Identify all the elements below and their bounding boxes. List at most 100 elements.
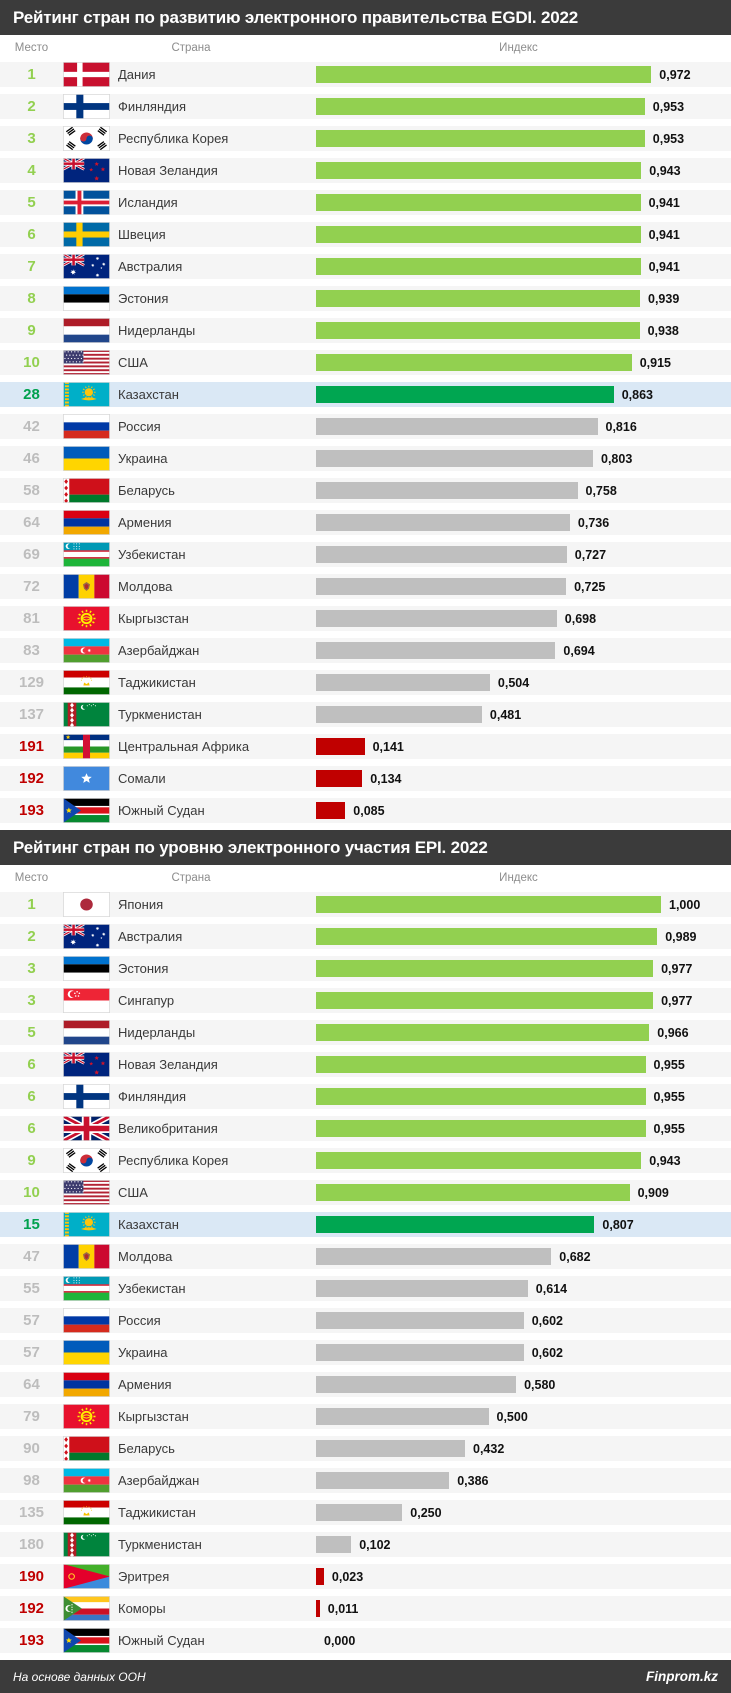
ranking-row: 193 Южный Судан 0,000 <box>0 1628 731 1653</box>
ranking-row: 42 Россия 0,816 <box>0 414 731 439</box>
index-bar <box>316 1248 552 1265</box>
bar-track: 0,602 <box>316 1308 731 1333</box>
bar-track: 0,953 <box>316 94 731 119</box>
tajikistan-flag-icon <box>63 1500 110 1525</box>
ranking-row: 10 США 0,909 <box>0 1180 731 1205</box>
index-value: 0,023 <box>331 1569 364 1584</box>
bar-track: 0,758 <box>316 478 731 503</box>
bar-track: 0,085 <box>316 798 731 823</box>
index-value: 0,941 <box>648 259 680 274</box>
australia-flag-icon <box>63 924 110 949</box>
bar-track: 0,915 <box>316 350 731 375</box>
index-bar <box>316 66 652 83</box>
somalia-flag-icon <box>63 766 110 791</box>
rank-number: 193 <box>18 802 45 819</box>
ranking-row: 2 Австралия 0,989 <box>0 924 731 949</box>
index-bar <box>316 1568 324 1585</box>
index-value: 0,602 <box>531 1313 563 1328</box>
bar-track: 0,614 <box>316 1276 731 1301</box>
country-name: Великобритания <box>118 1121 218 1136</box>
ranking-row: 193 Южный Судан 0,085 <box>0 798 731 823</box>
ranking-row: 3 Сингапур 0,977 <box>0 988 731 1013</box>
rank-number: 79 <box>23 1408 40 1425</box>
index-bar <box>316 960 654 977</box>
country-name: Туркменистан <box>118 707 202 722</box>
country-name: Дания <box>118 67 156 82</box>
bar-track: 0,941 <box>316 190 731 215</box>
bar-track: 0,863 <box>316 382 731 407</box>
rank-number: 58 <box>23 482 40 499</box>
bar-track: 0,972 <box>316 62 731 87</box>
egdi-rows: 1 Дания 0,972 2 Финляндия 0,953 3 Республика Ко… <box>0 62 731 823</box>
country-name: Таджикистан <box>118 675 196 690</box>
armenia-flag-icon <box>63 1372 110 1397</box>
index-bar <box>316 896 661 913</box>
ranking-row: 72 Молдова 0,725 <box>0 574 731 599</box>
index-value: 0,386 <box>457 1473 489 1488</box>
bar-track: 0,955 <box>316 1084 731 1109</box>
rank-number: 191 <box>18 738 45 755</box>
russia-flag-icon <box>63 414 110 439</box>
rank-number: 72 <box>23 578 40 595</box>
index-value: 0,432 <box>473 1441 505 1456</box>
index-bar <box>316 1472 450 1489</box>
ranking-row: 47 Молдова 0,682 <box>0 1244 731 1269</box>
ranking-row: 137 Туркменистан 0,481 <box>0 702 731 727</box>
country-name: Исландия <box>118 195 178 210</box>
bar-track: 0,000 <box>316 1628 731 1653</box>
rank-number: 2 <box>27 98 36 115</box>
rank-number: 1 <box>27 66 36 83</box>
source-note: На основе данных ООН <box>13 1669 146 1684</box>
index-bar <box>316 1120 646 1137</box>
rank-number: 6 <box>27 1056 36 1073</box>
index-bar <box>316 1536 352 1553</box>
rank-number: 64 <box>23 514 40 531</box>
rank-number: 129 <box>18 674 45 691</box>
rank-number: 6 <box>27 1120 36 1137</box>
country-name: США <box>118 355 148 370</box>
bar-track: 0,736 <box>316 510 731 535</box>
rank-number: 2 <box>27 928 36 945</box>
index-bar <box>316 802 346 819</box>
index-value: 0,863 <box>621 387 653 402</box>
bar-track: 0,134 <box>316 766 731 791</box>
epi-ranking-section: Рейтинг стран по уровню электронного уча… <box>0 830 731 1653</box>
country-name: Узбекистан <box>118 547 186 562</box>
bar-track: 0,386 <box>316 1468 731 1493</box>
ranking-row: 5 Исландия 0,941 <box>0 190 731 215</box>
index-bar <box>316 610 557 627</box>
bar-track: 0,580 <box>316 1372 731 1397</box>
bar-track: 0,955 <box>316 1116 731 1141</box>
country-name: Туркменистан <box>118 1537 202 1552</box>
comoros-flag-icon <box>63 1596 110 1621</box>
ranking-row: 6 Великобритания 0,955 <box>0 1116 731 1141</box>
azerbaijan-flag-icon <box>63 638 110 663</box>
country-name: Сомали <box>118 771 166 786</box>
country-name: Казахстан <box>118 1217 179 1232</box>
index-value: 0,102 <box>359 1537 391 1552</box>
country-name: Россия <box>118 1313 161 1328</box>
index-value: 0,977 <box>661 993 693 1008</box>
ranking-row: 1 Дания 0,972 <box>0 62 731 87</box>
country-name: Казахстан <box>118 387 179 402</box>
bar-track: 0,977 <box>316 956 731 981</box>
index-bar <box>316 992 654 1009</box>
index-value: 0,085 <box>353 803 385 818</box>
ranking-row: 2 Финляндия 0,953 <box>0 94 731 119</box>
country-name: Беларусь <box>118 483 175 498</box>
rank-number: 9 <box>27 1152 36 1169</box>
ranking-row: 7 Австралия 0,941 <box>0 254 731 279</box>
bar-track: 0,481 <box>316 702 731 727</box>
bar-track: 0,141 <box>316 734 731 759</box>
index-value: 0,941 <box>648 195 680 210</box>
singapore-flag-icon <box>63 988 110 1013</box>
index-bar <box>316 1440 465 1457</box>
ranking-row: 9 Нидерланды 0,938 <box>0 318 731 343</box>
brand-logo: Finprom.kz <box>645 1669 718 1684</box>
rank-number: 42 <box>23 418 40 435</box>
turkmenistan-flag-icon <box>63 702 110 727</box>
belarus-flag-icon <box>63 478 110 503</box>
rank-number: 5 <box>27 1024 36 1041</box>
country-name: Австралия <box>118 929 183 944</box>
index-value: 0,694 <box>563 643 595 658</box>
